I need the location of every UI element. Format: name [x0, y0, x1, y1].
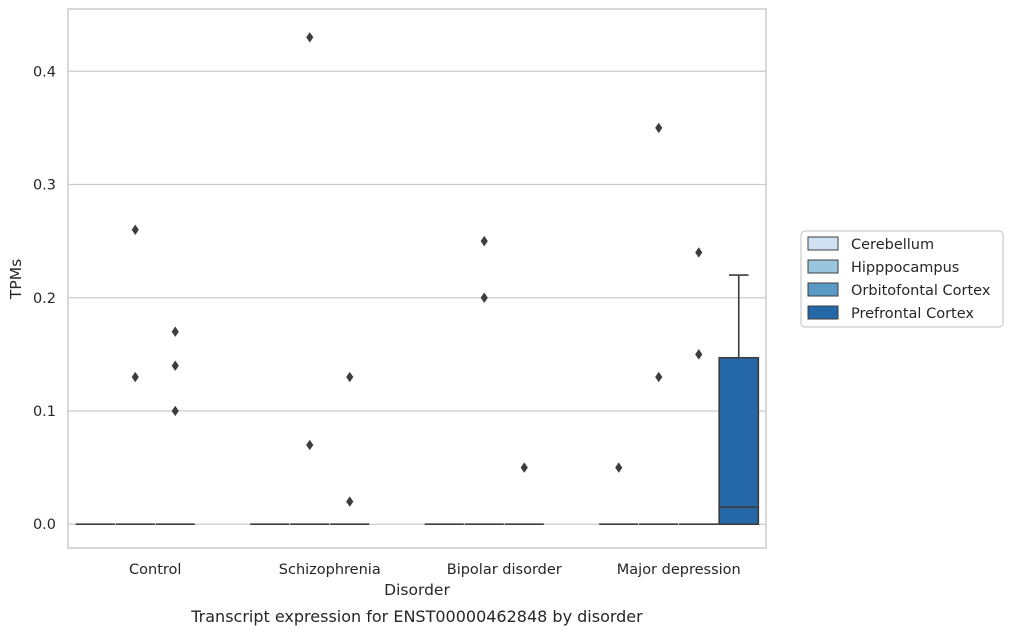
legend-swatch [807, 305, 839, 320]
x-tick-label: Schizophrenia [279, 562, 381, 578]
x-tick-label: Bipolar disorder [447, 562, 562, 578]
y-tick-label: 0.1 [33, 404, 56, 420]
plot-frame [67, 8, 767, 549]
outlier-point [655, 371, 663, 383]
legend-entry-label: Cerebellum [851, 237, 934, 253]
outlier-point [306, 32, 314, 43]
outlier-point [171, 360, 179, 371]
y-tick-label: 0.0 [33, 517, 56, 533]
outlier-point [520, 462, 528, 473]
outlier-point [655, 122, 663, 134]
legend-entry-label: Prefrontal Cortex [851, 306, 974, 322]
outlier-point [131, 371, 139, 383]
legend-frame [800, 230, 1004, 328]
legend: Cerebellum Hipppocampus Orbitofontal Corte… [800, 230, 1004, 328]
x-tick-label: Control [129, 562, 181, 578]
x-axis-label: Disorder [384, 581, 450, 599]
x-tick-label: Major depression [617, 562, 741, 578]
legend-swatch [807, 282, 839, 297]
outlier-point [615, 462, 623, 473]
outlier-point [171, 326, 179, 337]
outlier-point [346, 496, 354, 507]
legend-entry-label: Orbitofontal Cortex [851, 283, 991, 299]
outlier-point [480, 292, 488, 303]
legend-swatch [807, 259, 839, 274]
box [718, 274, 760, 526]
legend-swatch [807, 236, 839, 251]
box-body [718, 356, 760, 526]
y-tick-label: 0.4 [33, 64, 56, 80]
outlier-point [695, 349, 703, 360]
outlier-point [171, 405, 179, 417]
outlier-point [131, 224, 139, 236]
y-axis-label: TPMs [7, 259, 25, 300]
legend-entry-label: Hipppocampus [851, 260, 959, 276]
y-tick-label: 0.3 [33, 178, 56, 194]
outlier-point [695, 247, 703, 258]
gridlines [68, 70, 766, 525]
y-axis-ticks: 0.0 0.1 0.2 0.3 0.4 [33, 64, 56, 533]
outlier-points [131, 32, 703, 507]
outlier-point [306, 439, 314, 451]
outlier-point [480, 235, 488, 247]
box-series [75, 274, 760, 526]
outlier-point [346, 371, 354, 383]
chart-caption: Transcript expression for ENST0000046284… [190, 607, 643, 626]
y-tick-label: 0.2 [33, 291, 56, 307]
x-axis-ticks: Control Schizophrenia Bipolar disorder Majo… [129, 562, 741, 578]
